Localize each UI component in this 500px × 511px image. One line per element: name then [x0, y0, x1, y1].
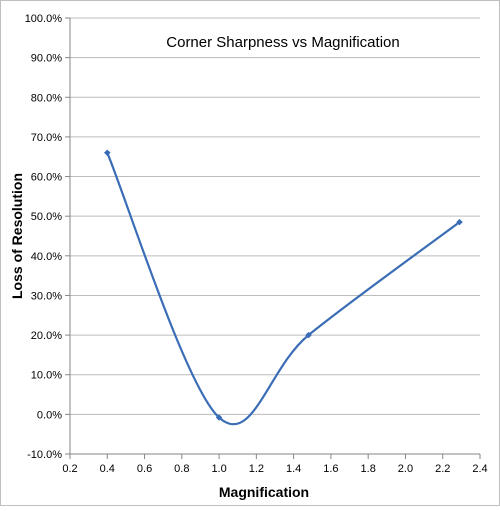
y-tick-label: 10.0%	[31, 370, 62, 382]
y-tick-label: 0.0%	[37, 409, 62, 421]
x-tick-label: 0.8	[174, 463, 189, 475]
x-tick-label: 1.0	[211, 463, 226, 475]
x-tick-label: 2.4	[472, 463, 487, 475]
chart-title: Corner Sharpness vs Magnification	[166, 34, 399, 51]
series	[103, 149, 463, 426]
x-tick-labels: 0.2 0.4 0.6 0.8 1.0 1.2 1.4 1.6 1.8 2.0 2.2 2.4	[62, 463, 487, 475]
y-tick-labels: -10.0% 0.0% 10.0% 20.0% 30.0% 40.0% 50.0% 60.0%…	[25, 13, 63, 461]
gridlines	[70, 17, 480, 455]
y-tick-label: 100.0%	[25, 13, 63, 25]
x-tick-label: 0.4	[100, 463, 115, 475]
y-tick-label: 70.0%	[31, 132, 62, 144]
y-tick-label: 20.0%	[31, 330, 62, 342]
data-point-marker	[456, 218, 463, 226]
axes	[65, 17, 481, 459]
y-tick-label: 60.0%	[31, 172, 62, 184]
y-tick-label: 90.0%	[31, 53, 62, 65]
series-line	[106, 152, 461, 426]
data-point-marker	[103, 149, 111, 157]
y-tick-label: 50.0%	[31, 211, 62, 223]
x-tick-label: 0.2	[62, 463, 77, 475]
y-axis-title: Loss of Resolution	[9, 173, 25, 299]
x-tick-label: 1.8	[361, 463, 376, 475]
y-tick-label: 30.0%	[31, 290, 62, 302]
x-tick-label: 2.2	[435, 463, 450, 475]
x-axis-title: Magnification	[219, 484, 309, 500]
y-tick-label: 40.0%	[31, 251, 62, 263]
x-tick-label: 2.0	[398, 463, 413, 475]
y-tick-label: 80.0%	[31, 92, 62, 104]
x-tick-label: 1.6	[323, 463, 338, 475]
data-point-marker	[305, 331, 312, 339]
x-tick-label: 0.6	[137, 463, 152, 475]
y-tick-label: -10.0%	[27, 449, 62, 461]
x-tick-label: 1.4	[286, 463, 301, 475]
x-tick-label: 1.2	[249, 463, 264, 475]
data-point-marker	[215, 414, 223, 421]
